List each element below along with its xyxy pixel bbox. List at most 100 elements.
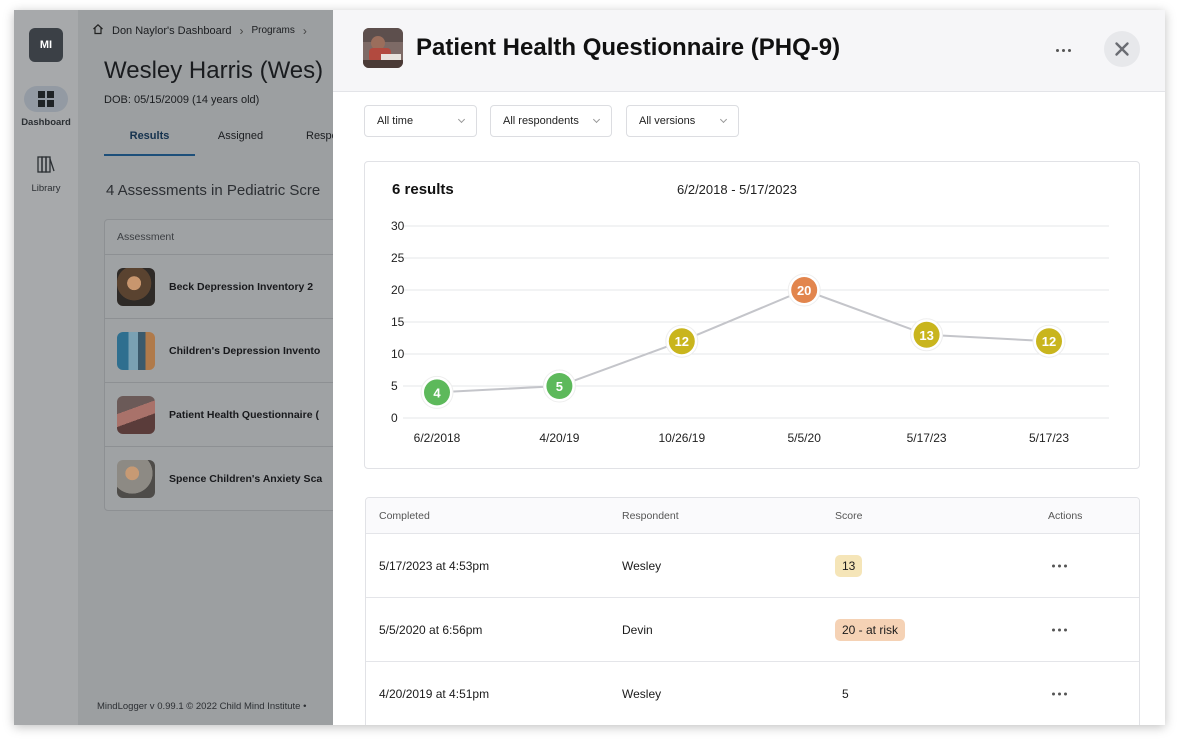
header-score: Score (835, 509, 863, 522)
assessment-thumbnail (117, 460, 155, 498)
y-tick-label: 30 (391, 219, 405, 233)
results-chart-card: 6 results 6/2/2018 - 5/17/2023 0 5 10 15 20 2… (364, 161, 1140, 469)
row-actions-button[interactable] (1052, 628, 1067, 631)
more-dots-icon (1052, 564, 1055, 567)
more-dots-icon (1061, 48, 1065, 52)
filter-versions-value: All versions (639, 115, 696, 127)
data-point (1036, 328, 1062, 355)
more-dots-icon (1052, 628, 1055, 631)
data-label: 12 (1042, 334, 1056, 349)
data-point (668, 328, 695, 355)
results-table-header: Completed Respondent Score Actions (366, 498, 1139, 534)
chevron-down-icon (719, 115, 728, 124)
header-respondent: Respondent (622, 509, 679, 522)
rail-item-label: Library (31, 183, 61, 194)
more-dots-icon (1052, 692, 1055, 695)
rail-item-library[interactable]: Library (14, 152, 78, 194)
close-button[interactable] (1104, 31, 1140, 67)
score-badge: 5 (842, 686, 849, 701)
more-options-button[interactable] (1049, 38, 1077, 62)
row-actions-button[interactable] (1052, 692, 1067, 695)
score-cell: 13 (835, 554, 863, 577)
data-point (546, 373, 573, 399)
filter-time[interactable]: All time (364, 105, 477, 137)
assessment-name: Beck Depression Inventory 2 (169, 280, 314, 293)
breadcrumb: Don Naylor's Dashboard › Programs › (92, 23, 307, 38)
assessment-name: Children's Depression Invento (169, 344, 321, 357)
assessment-name: Spence Children's Anxiety Sca (169, 473, 323, 485)
chevron-right-icon: › (302, 23, 307, 38)
home-icon[interactable] (92, 23, 104, 38)
y-tick-label: 0 (391, 411, 398, 425)
x-tick-label: 5/5/20 (788, 431, 822, 445)
y-tick-label: 25 (391, 251, 405, 265)
assessments-table: Assessment Beck Depression Inventory 2 C… (104, 219, 364, 511)
user-avatar[interactable]: MI (29, 28, 63, 62)
results-table: Completed Respondent Score Actions 5/17/… (365, 497, 1140, 725)
table-row[interactable]: Beck Depression Inventory 2 (105, 255, 363, 319)
filter-respondents[interactable]: All respondents (490, 105, 612, 137)
patient-tabs: Results Assigned Respo (104, 122, 346, 156)
assessment-thumbnail (117, 267, 155, 306)
patient-dob: DOB: 05/15/2009 (14 years old) (104, 94, 260, 106)
completed-date: 5/17/2023 at 4:53pm (379, 558, 490, 573)
x-tick-label: 10/26/19 (658, 431, 705, 445)
completed-date: 5/5/2020 at 6:56pm (379, 622, 483, 637)
table-row[interactable]: 5/5/2020 at 6:56pm Devin 20 - at risk (366, 598, 1139, 662)
header-completed: Completed (379, 509, 430, 522)
table-row[interactable]: Spence Children's Anxiety Sca (105, 447, 363, 511)
header-actions: Actions (1048, 509, 1083, 522)
assessment-name: Patient Health Questionnaire ( (169, 408, 319, 421)
score-badge: 20 - at risk (835, 618, 906, 641)
breadcrumb-programs[interactable]: Programs (251, 25, 295, 36)
row-actions-button[interactable] (1052, 564, 1067, 567)
x-tick-label: 5/17/23 (1029, 431, 1069, 445)
x-tick-label: 6/2/2018 (414, 431, 461, 445)
data-label: 12 (675, 334, 689, 349)
tab-assigned[interactable]: Assigned (217, 130, 264, 142)
more-dots-icon (1055, 48, 1059, 52)
assessment-thumbnail (117, 331, 155, 370)
table-row[interactable]: 5/17/2023 at 4:53pm Wesley 13 (366, 534, 1139, 598)
grid-icon (24, 86, 68, 112)
left-rail: MI Dashboard Library (14, 10, 78, 725)
filter-versions[interactable]: All versions (626, 105, 739, 137)
books-icon (24, 152, 68, 178)
data-label: 13 (919, 328, 933, 343)
respondent-name: Devin (622, 622, 653, 637)
series-line (436, 288, 1050, 394)
filter-respondents-value: All respondents (503, 115, 579, 127)
tab-responses[interactable]: Respo (306, 130, 338, 142)
rail-item-dashboard[interactable]: Dashboard (14, 86, 78, 128)
more-dots-icon (1067, 48, 1071, 52)
more-dots-icon (1064, 692, 1067, 695)
data-label: 4 (433, 385, 441, 400)
y-tick-label: 20 (391, 283, 405, 297)
respondent-name: Wesley (622, 558, 662, 573)
score-cell: 20 - at risk (835, 618, 906, 641)
rail-item-label: Dashboard (21, 117, 71, 128)
drawer-header: Patient Health Questionnaire (PHQ-9) (333, 10, 1165, 92)
result-count: 6 results (392, 181, 454, 198)
y-tick-label: 10 (391, 347, 405, 361)
respondent-name: Wesley (622, 686, 662, 701)
data-point (424, 379, 450, 406)
close-icon (1115, 42, 1129, 56)
table-row[interactable]: 4/20/2019 at 4:51pm Wesley 5 (366, 662, 1139, 725)
score-badge: 13 (835, 554, 863, 577)
assessment-drawer: Patient Health Questionnaire (PHQ-9) All… (333, 10, 1165, 725)
score-line-chart: 0 5 10 15 20 25 30 6/2/2018 4/20/19 10/26/19 5/5/2… (391, 219, 1109, 445)
drawer-title: Patient Health Questionnaire (PHQ-9) (416, 34, 841, 61)
assessment-thumbnail (117, 395, 155, 434)
tab-results[interactable]: Results (104, 122, 195, 156)
data-label: 20 (797, 283, 811, 298)
table-row[interactable]: Children's Depression Invento (105, 319, 363, 383)
breadcrumb-dashboard[interactable]: Don Naylor's Dashboard (112, 24, 232, 37)
patient-name: Wesley Harris (Wes) (104, 57, 324, 84)
table-header: Assessment (105, 220, 363, 255)
score-cell: 5 (835, 683, 856, 705)
more-dots-icon (1058, 564, 1061, 567)
more-dots-icon (1058, 628, 1061, 631)
app-footer: MindLogger v 0.99.1 © 2022 Child Mind In… (97, 701, 307, 712)
table-row[interactable]: Patient Health Questionnaire ( (105, 383, 363, 447)
